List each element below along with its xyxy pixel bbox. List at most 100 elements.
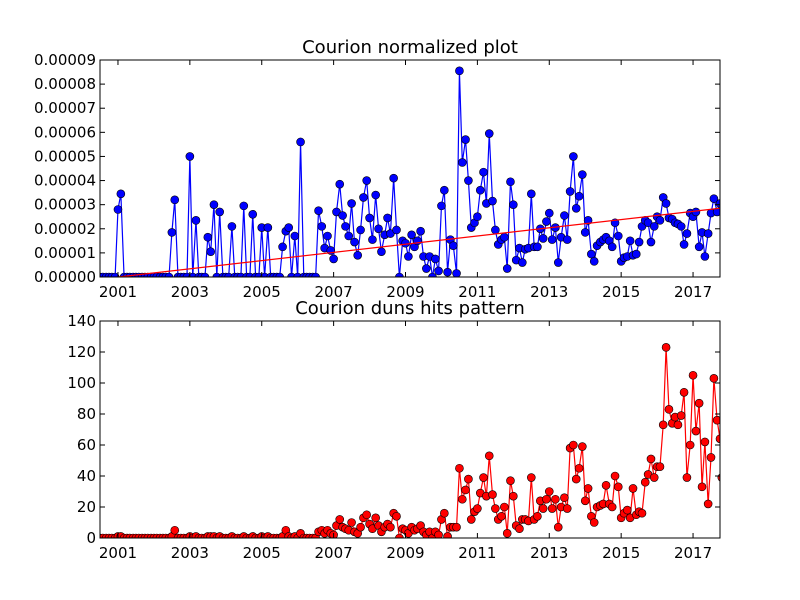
data-point — [664, 405, 674, 414]
x-tick-label: 2005 — [243, 283, 281, 301]
data-point — [491, 225, 500, 235]
data-point — [578, 442, 587, 451]
data-point — [589, 518, 599, 527]
y-tick-label: 20 — [77, 498, 96, 516]
data-point — [464, 474, 473, 484]
x-tick-label: 2003 — [171, 544, 209, 562]
data-point — [625, 236, 635, 246]
data-point — [200, 272, 210, 277]
series-line — [100, 70, 720, 277]
data-point — [484, 451, 494, 461]
data-point — [392, 511, 401, 521]
data-point — [533, 511, 542, 521]
data-point — [631, 249, 641, 259]
data-point — [440, 185, 449, 195]
data-point — [676, 222, 686, 231]
data-point — [110, 272, 120, 277]
data-point — [676, 411, 686, 420]
data-point — [347, 199, 356, 208]
x-tick-label: 2017 — [674, 283, 712, 301]
data-point — [515, 524, 524, 534]
x-tick-label: 2013 — [530, 283, 568, 301]
data-point — [311, 272, 320, 277]
y-tick-label: 0.00005 — [34, 147, 96, 165]
y-tick-label: 0.00006 — [34, 123, 96, 141]
data-point — [167, 228, 177, 237]
data-point — [661, 343, 671, 352]
data-point — [526, 473, 536, 482]
data-point — [263, 223, 273, 232]
data-point — [551, 494, 560, 504]
data-point — [452, 522, 461, 532]
data-point — [679, 387, 689, 397]
data-point — [392, 225, 401, 235]
x-tick-label: 2015 — [602, 544, 640, 562]
data-point — [565, 187, 575, 196]
y-tick-label: 0.00009 — [34, 51, 96, 69]
y-tick-label: 0.00004 — [34, 172, 96, 190]
data-point — [649, 473, 659, 482]
data-point — [509, 491, 518, 501]
data-point — [455, 66, 464, 76]
data-point — [715, 199, 720, 208]
data-point — [715, 434, 720, 444]
data-point — [401, 238, 410, 248]
data-point — [706, 453, 716, 462]
duns-hits-plot: Courion duns hits pattern 2001 2003 2005 20… — [67, 298, 721, 562]
data-point — [371, 190, 380, 200]
data-point — [191, 216, 201, 225]
data-point — [362, 176, 371, 185]
plot-frame — [99, 59, 721, 278]
data-point — [461, 485, 470, 495]
data-point — [500, 502, 509, 512]
data-point — [473, 212, 482, 222]
x-tick-label: 2011 — [458, 544, 496, 562]
data-point — [610, 471, 620, 481]
data-point — [227, 222, 237, 231]
data-point — [694, 398, 704, 408]
data-point — [341, 222, 350, 231]
data-point — [170, 525, 180, 535]
data-point — [646, 237, 656, 247]
y-tick-label: 0.00008 — [34, 75, 96, 93]
data-point — [673, 420, 683, 430]
data-point — [703, 499, 713, 509]
y-tick-label: 0.00001 — [34, 244, 96, 262]
data-point — [574, 463, 584, 473]
data-point — [502, 264, 512, 273]
data-point — [443, 267, 452, 277]
data-point — [589, 257, 599, 266]
data-point — [544, 208, 554, 218]
data-point — [344, 231, 354, 241]
y-tick-label: 120 — [67, 343, 96, 361]
data-point — [389, 173, 398, 183]
data-point — [491, 504, 500, 513]
data-point — [113, 205, 123, 214]
data-point — [712, 415, 720, 425]
data-point — [502, 529, 512, 538]
data-point — [449, 241, 458, 250]
data-point — [509, 200, 518, 209]
data-point — [484, 129, 494, 138]
data-point — [323, 231, 332, 241]
data-point — [296, 137, 305, 147]
data-point — [613, 482, 623, 492]
data-point — [538, 504, 548, 513]
data-point — [553, 258, 563, 267]
data-point — [538, 234, 548, 243]
data-point — [547, 504, 557, 513]
data-point — [506, 177, 515, 187]
data-point — [275, 272, 285, 277]
data-point — [473, 504, 482, 513]
data-point — [583, 216, 593, 225]
data-point — [437, 201, 446, 211]
data-point — [691, 426, 701, 436]
data-point — [443, 532, 452, 538]
data-point — [506, 476, 515, 485]
data-point — [497, 511, 506, 521]
data-point — [407, 230, 416, 240]
data-point — [574, 191, 584, 201]
data-point — [347, 518, 356, 527]
data-point — [455, 463, 464, 473]
